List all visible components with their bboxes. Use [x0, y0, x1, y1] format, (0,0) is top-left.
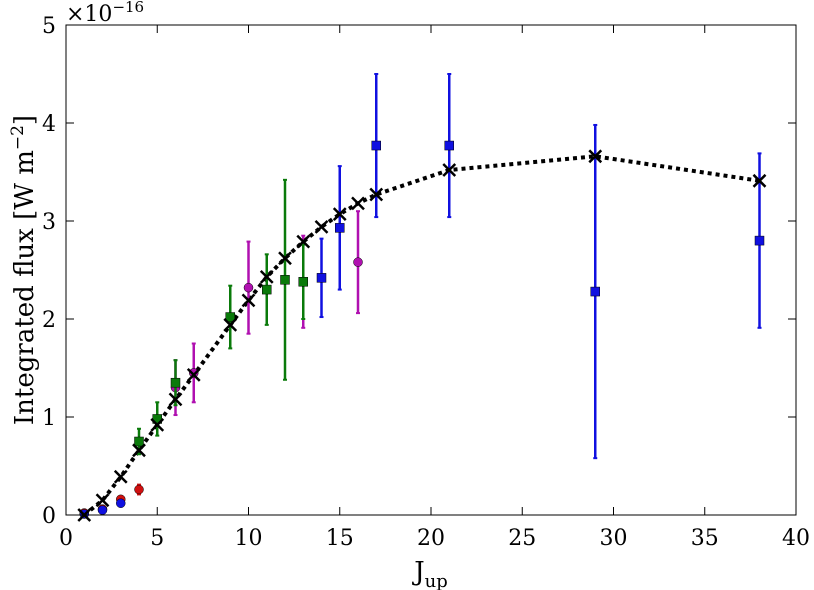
model-x-stroke-b: [351, 196, 365, 211]
model-point: [332, 207, 347, 222]
x-tick-label: 40: [782, 526, 810, 551]
model-point: [296, 234, 311, 249]
model-point: [113, 469, 128, 484]
x-axis-title-main: J: [411, 557, 424, 587]
plot-frame: [65, 24, 797, 516]
data-point-square: [298, 277, 308, 287]
data-point-square: [170, 377, 181, 388]
model-x-stroke-b: [168, 392, 183, 407]
y-axis-title-main: Integrated flux [W m: [10, 150, 40, 425]
series-4: [316, 73, 765, 460]
series-0: [79, 483, 144, 518]
data-point-square: [262, 284, 272, 295]
model-x-stroke-b: [588, 149, 603, 164]
data-point-square: [134, 436, 144, 447]
tick-marks: [65, 24, 797, 516]
model-point: [95, 493, 110, 508]
model-x-stroke-b: [95, 493, 110, 508]
data-point-circle: [243, 282, 254, 293]
y-tick-label: 5: [42, 14, 56, 39]
model-x-stroke-b: [132, 443, 146, 458]
x-tick-label: 30: [600, 526, 628, 551]
model-dotted-line: [83, 154, 760, 517]
data-point-square: [280, 275, 290, 285]
x-axis-title-sub: up: [425, 571, 448, 590]
model-point: [351, 196, 365, 211]
y-tick-label: 2: [42, 308, 56, 333]
data-point-square: [444, 140, 454, 151]
model-x-stroke-b: [369, 187, 384, 202]
model-x-stroke-b: [241, 293, 256, 308]
data-point-square: [335, 223, 345, 233]
model-x-stroke-b: [442, 163, 457, 177]
model-x-stroke-b: [223, 317, 238, 332]
data-point-circle: [353, 257, 363, 267]
model-point: [241, 293, 256, 308]
data-point-circle: [97, 505, 108, 515]
model-point: [278, 251, 292, 266]
model-x-stroke-b: [332, 207, 347, 222]
model-x-stroke-b: [278, 251, 292, 266]
exponent-power: −16: [112, 0, 144, 16]
model-point: [168, 392, 183, 407]
model-point: [369, 187, 384, 202]
model-markers: [77, 149, 767, 522]
model-x-stroke-b: [113, 469, 128, 484]
data-point-circle: [134, 484, 144, 495]
y-axis-title-end: ]: [10, 115, 40, 125]
data-point-square: [316, 273, 327, 283]
y-tick-label: 0: [42, 504, 56, 529]
x-tick-label: 20: [417, 526, 445, 551]
data-point-square: [225, 312, 235, 322]
data-point-square: [371, 140, 381, 151]
x-tick-label: 0: [59, 526, 73, 551]
data-point-circle: [116, 498, 126, 508]
y-axis-title: Integrated flux [W m−2]: [8, 115, 40, 425]
model-series: [83, 154, 760, 517]
model-x-stroke-b: [186, 367, 201, 382]
exponent-label: ×10−16: [66, 0, 144, 27]
model-x-stroke-b: [150, 417, 165, 432]
y-tick-label: 3: [42, 210, 56, 235]
model-point: [132, 443, 146, 458]
x-tick-label: 10: [235, 526, 263, 551]
model-point: [259, 269, 274, 284]
exponent-times: ×10: [66, 2, 112, 27]
x-tick-label: 25: [508, 526, 536, 551]
x-tick-label: 15: [326, 526, 354, 551]
model-x-stroke-b: [752, 173, 767, 188]
x-axis-title: Jup: [411, 557, 448, 590]
model-x-stroke-b: [296, 234, 311, 249]
series-3: [134, 178, 308, 456]
model-point: [442, 163, 457, 177]
tick-labels: 0 5 10 15 20 25 30 35 40 0 1 2 3 4 5: [42, 14, 810, 551]
model-point: [150, 417, 165, 432]
y-tick-label: 1: [42, 406, 56, 431]
data-point-square: [754, 235, 765, 246]
y-axis-title-sup: −2: [8, 125, 28, 150]
model-point: [223, 317, 238, 332]
data-point-circle: [189, 368, 199, 378]
model-point: [186, 367, 201, 382]
model-point: [752, 173, 767, 188]
data-point-square: [590, 286, 600, 297]
model-x-stroke-b: [259, 269, 274, 284]
x-tick-label: 35: [691, 526, 719, 551]
y-tick-label: 4: [42, 112, 56, 137]
model-point: [314, 219, 329, 234]
x-tick-label: 5: [150, 526, 164, 551]
model-x-stroke-b: [314, 219, 329, 234]
observed-series: [79, 73, 765, 519]
model-point: [588, 149, 603, 164]
